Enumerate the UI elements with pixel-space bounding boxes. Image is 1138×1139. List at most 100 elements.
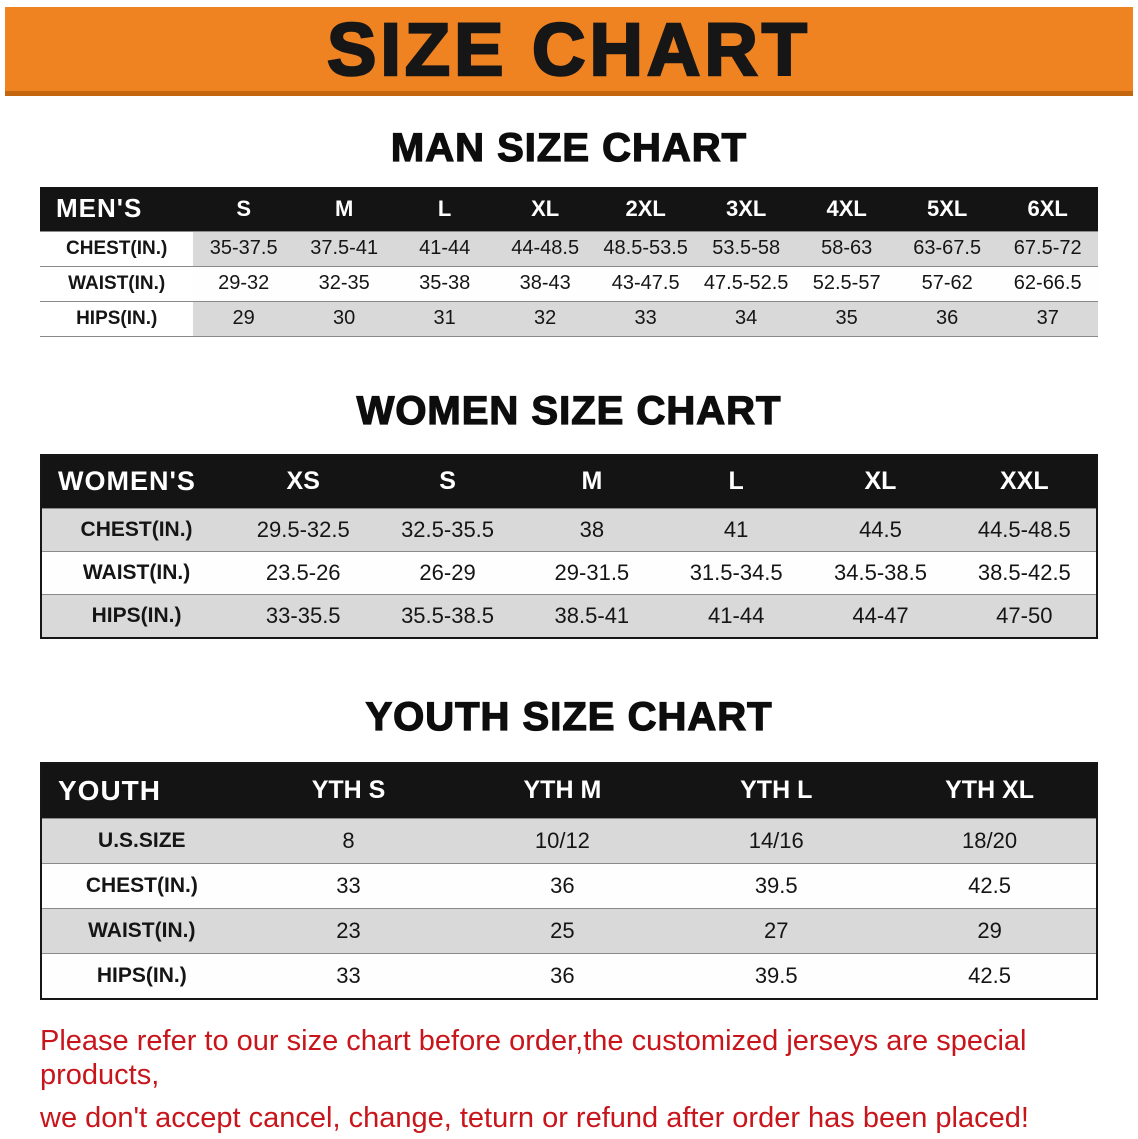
row-label: CHEST(IN.) xyxy=(41,863,242,909)
size-value-cell: 38 xyxy=(519,508,665,552)
size-value-cell: 57-62 xyxy=(896,265,998,301)
row-label: CHEST(IN.) xyxy=(40,230,194,266)
size-value-cell: 32.5-35.5 xyxy=(375,508,520,552)
size-value-cell: 18/20 xyxy=(883,818,1097,864)
women-table-body: CHEST(IN.) 29.5-32.5 32.5-35.5 38 41 44.5 44.5… xyxy=(41,508,1097,638)
table-row: HIPS(IN.) 33 36 39.5 42.5 xyxy=(41,953,1097,999)
size-value-cell: 38.5-42.5 xyxy=(952,551,1097,595)
size-value-cell: 33 xyxy=(241,953,456,999)
table-row: WAIST(IN.) 29-32 32-35 35-38 38-43 43-47.5 47.… xyxy=(40,265,1098,301)
row-label: WAIST(IN.) xyxy=(41,908,242,954)
size-value-cell: 36 xyxy=(896,300,998,336)
size-value-cell: 37.5-41 xyxy=(293,230,395,266)
size-column-header: 2XL xyxy=(595,187,696,231)
size-value-cell: 26-29 xyxy=(375,551,520,595)
size-value-cell: 35-37.5 xyxy=(193,230,294,266)
size-chart-banner: SIZE CHART xyxy=(5,6,1133,96)
size-value-cell: 43-47.5 xyxy=(595,265,696,301)
disclaimer-line-1: Please refer to our size chart before or… xyxy=(40,1024,1027,1091)
women-section: WOMEN SIZE CHART WOMEN'S XS S M L XL XXL CHEST… xyxy=(0,388,1138,639)
size-column-header: M xyxy=(293,187,395,231)
size-value-cell: 35.5-38.5 xyxy=(375,594,520,638)
size-value-cell: 52.5-57 xyxy=(796,265,897,301)
size-value-cell: 29.5-32.5 xyxy=(231,508,376,552)
size-column-header: XL xyxy=(808,454,953,509)
table-row: CHEST(IN.) 35-37.5 37.5-41 41-44 44-48.5 48.5… xyxy=(40,230,1098,266)
size-column-header: 3XL xyxy=(695,187,797,231)
banner-title: SIZE CHART xyxy=(326,6,811,92)
size-column-header: XL xyxy=(494,187,596,231)
size-value-cell: 30 xyxy=(293,300,395,336)
size-value-cell: 44.5 xyxy=(808,508,953,552)
size-column-header: YTH L xyxy=(669,762,884,819)
size-value-cell: 36 xyxy=(455,863,670,909)
size-column-header: YTH XL xyxy=(883,762,1097,819)
women-table-head: WOMEN'S XS S M L XL XXL xyxy=(41,454,1097,509)
size-value-cell: 8 xyxy=(241,818,456,864)
size-column-header: 5XL xyxy=(896,187,998,231)
size-value-cell: 39.5 xyxy=(669,863,884,909)
size-value-cell: 33-35.5 xyxy=(231,594,376,638)
size-value-cell: 32 xyxy=(494,300,596,336)
size-column-header: YTH S xyxy=(241,762,456,819)
size-value-cell: 42.5 xyxy=(883,863,1097,909)
size-value-cell: 42.5 xyxy=(883,953,1097,999)
women-size-table: WOMEN'S XS S M L XL XXL CHEST(IN.) 29.5-32.5 32.… xyxy=(40,453,1098,639)
size-value-cell: 35 xyxy=(796,300,897,336)
size-value-cell: 63-67.5 xyxy=(896,230,998,266)
size-column-header: XS xyxy=(231,454,376,509)
size-value-cell: 27 xyxy=(669,908,884,954)
youth-section: YOUTH SIZE CHART YOUTH YTH S YTH M YTH L YTH… xyxy=(0,694,1138,1000)
size-value-cell: 38.5-41 xyxy=(519,594,665,638)
size-value-cell: 34.5-38.5 xyxy=(808,551,953,595)
size-value-cell: 41-44 xyxy=(664,594,809,638)
row-label: CHEST(IN.) xyxy=(41,508,232,552)
size-value-cell: 38-43 xyxy=(494,265,596,301)
table-corner-label: YOUTH xyxy=(41,762,242,819)
youth-section-heading: YOUTH SIZE CHART xyxy=(365,694,773,739)
size-column-header: 6XL xyxy=(997,187,1098,231)
table-row: WAIST(IN.) 23.5-26 26-29 29-31.5 31.5-34.5 34… xyxy=(41,551,1097,595)
size-value-cell: 36 xyxy=(455,953,670,999)
size-value-cell: 31.5-34.5 xyxy=(664,551,809,595)
size-value-cell: 62-66.5 xyxy=(997,265,1098,301)
table-header-row: WOMEN'S XS S M L XL XXL xyxy=(41,454,1097,509)
size-value-cell: 14/16 xyxy=(669,818,884,864)
youth-table-head: YOUTH YTH S YTH M YTH L YTH XL xyxy=(41,762,1097,819)
size-value-cell: 44.5-48.5 xyxy=(952,508,1097,552)
size-column-header: 4XL xyxy=(796,187,897,231)
size-column-header: S xyxy=(193,187,294,231)
size-value-cell: 29-31.5 xyxy=(519,551,665,595)
size-value-cell: 29 xyxy=(193,300,294,336)
size-value-cell: 53.5-58 xyxy=(695,230,797,266)
row-label: WAIST(IN.) xyxy=(41,551,232,595)
women-section-heading: WOMEN SIZE CHART xyxy=(356,388,782,433)
men-table-body: CHEST(IN.) 35-37.5 37.5-41 41-44 44-48.5 48.5… xyxy=(40,230,1098,336)
size-column-header: XXL xyxy=(952,454,1097,509)
size-value-cell: 29 xyxy=(883,908,1097,954)
size-column-header: S xyxy=(375,454,520,509)
size-value-cell: 58-63 xyxy=(796,230,897,266)
row-label: HIPS(IN.) xyxy=(40,300,194,336)
size-value-cell: 47-50 xyxy=(952,594,1097,638)
men-section-heading: MAN SIZE CHART xyxy=(390,125,748,170)
row-label: HIPS(IN.) xyxy=(41,594,232,638)
table-corner-label: MEN'S xyxy=(40,187,194,231)
men-section: MAN SIZE CHART MEN'S S M L XL 2XL 3XL 4XL 5XL 6XL… xyxy=(0,125,1138,337)
table-header-row: MEN'S S M L XL 2XL 3XL 4XL 5XL 6XL xyxy=(40,187,1098,231)
table-row: U.S.SIZE 8 10/12 14/16 18/20 xyxy=(41,818,1097,864)
size-value-cell: 37 xyxy=(997,300,1098,336)
size-value-cell: 33 xyxy=(595,300,696,336)
size-value-cell: 10/12 xyxy=(455,818,670,864)
row-label: HIPS(IN.) xyxy=(41,953,242,999)
youth-table-body: U.S.SIZE 8 10/12 14/16 18/20 CHEST(IN.) 33 36 39… xyxy=(41,818,1097,999)
table-row: WAIST(IN.) 23 25 27 29 xyxy=(41,908,1097,954)
disclaimer: Please refer to our size chart before or… xyxy=(40,1024,1118,1135)
men-size-table: MEN'S S M L XL 2XL 3XL 4XL 5XL 6XL CHEST(IN.) 35-3… xyxy=(40,187,1098,337)
size-column-header: M xyxy=(519,454,665,509)
size-value-cell: 25 xyxy=(455,908,670,954)
table-row: CHEST(IN.) 29.5-32.5 32.5-35.5 38 41 44.5 44.5… xyxy=(41,508,1097,552)
row-label: U.S.SIZE xyxy=(41,818,242,864)
table-corner-label: WOMEN'S xyxy=(41,454,232,509)
size-value-cell: 35-38 xyxy=(394,265,495,301)
